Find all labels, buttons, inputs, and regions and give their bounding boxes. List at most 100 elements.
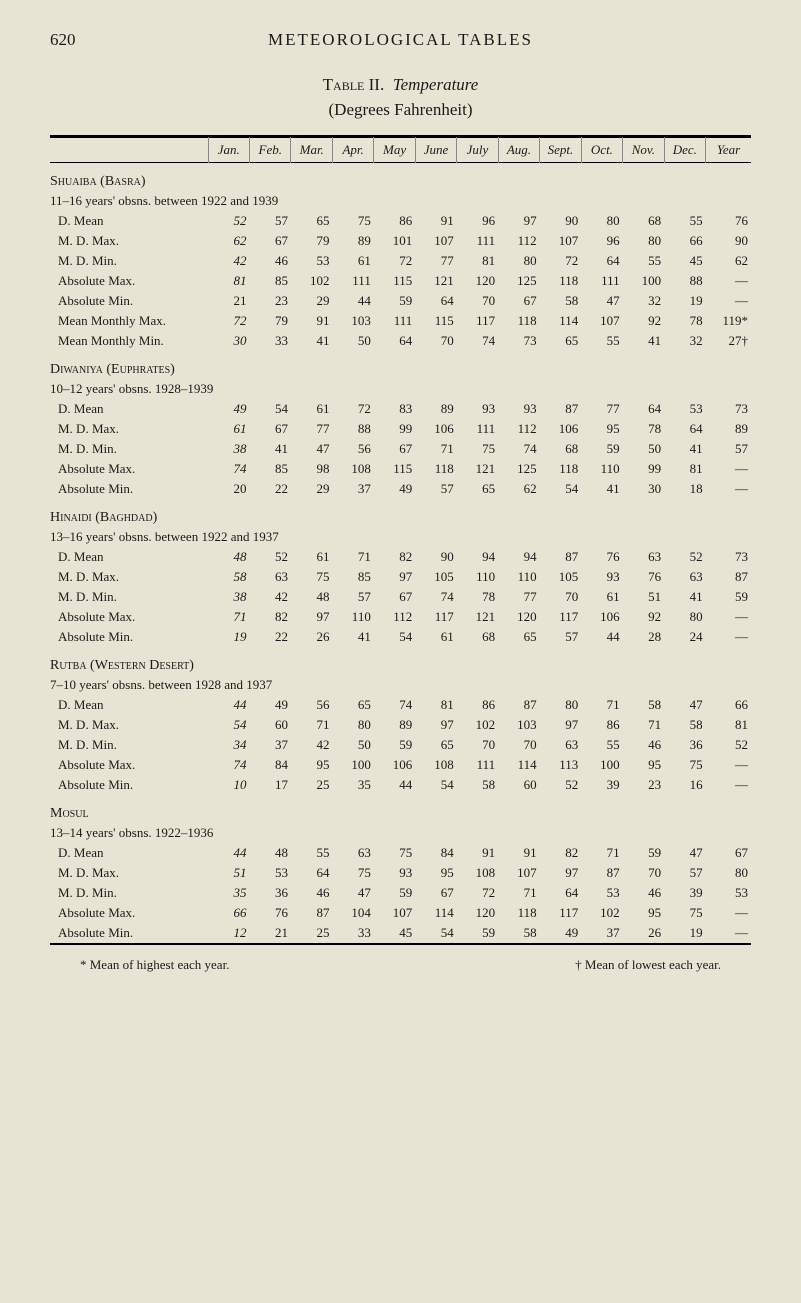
table-cell: 24 — [664, 627, 706, 647]
table-cell: 61 — [291, 399, 333, 419]
table-cell: 44 — [581, 627, 622, 647]
table-cell: 55 — [581, 331, 622, 351]
row-label: M. D. Max. — [50, 419, 208, 439]
table-cell: 59 — [374, 291, 415, 311]
table-cell: 86 — [457, 695, 498, 715]
table-cell: 67 — [374, 439, 415, 459]
table-cell: 20 — [208, 479, 249, 499]
table-cell: 107 — [374, 903, 415, 923]
section-subtitle: 13–16 years' obsns. between 1922 and 193… — [50, 527, 751, 547]
table-row: D. Mean52576575869196979080685576 — [50, 211, 751, 231]
table-cell: 72 — [457, 883, 498, 903]
table-cell: — — [706, 459, 751, 479]
section-title: Mosul — [50, 795, 751, 823]
table-cell: 52 — [208, 211, 249, 231]
section-subtitle-row: 13–14 years' obsns. 1922–1936 — [50, 823, 751, 843]
table-cell: 65 — [457, 479, 498, 499]
table-cell: 115 — [415, 311, 457, 331]
table-cell: 55 — [581, 735, 622, 755]
table-cell: 95 — [623, 755, 664, 775]
table-cell: 85 — [250, 271, 291, 291]
table-cell: — — [706, 627, 751, 647]
table-cell: 49 — [374, 479, 415, 499]
row-label: Absolute Max. — [50, 607, 208, 627]
table-cell: 50 — [332, 331, 373, 351]
table-cell: 99 — [374, 419, 415, 439]
table-cell: 108 — [415, 755, 457, 775]
table-cell: 26 — [291, 627, 333, 647]
table-cell: 102 — [581, 903, 622, 923]
table-cell: 86 — [581, 715, 622, 735]
table-cell: 80 — [540, 695, 582, 715]
table-cell: 12 — [208, 923, 249, 943]
table-cell: 21 — [250, 923, 291, 943]
table-cell: 114 — [498, 755, 540, 775]
table-cell: 64 — [623, 399, 664, 419]
table-cell: 44 — [332, 291, 373, 311]
table-cell: 48 — [250, 843, 291, 863]
table-cell: 41 — [623, 331, 664, 351]
row-label: D. Mean — [50, 211, 208, 231]
row-label: Absolute Max. — [50, 755, 208, 775]
table-cell: 88 — [664, 271, 706, 291]
table-cell: 65 — [415, 735, 457, 755]
table-row: Absolute Min.192226415461686557442824— — [50, 627, 751, 647]
table-cell: 41 — [250, 439, 291, 459]
table-cell: 42 — [250, 587, 291, 607]
row-label: M. D. Min. — [50, 883, 208, 903]
table-cell: 98 — [291, 459, 333, 479]
table-cell: 53 — [706, 883, 751, 903]
table-cell: 82 — [540, 843, 582, 863]
table-cell: 117 — [540, 607, 582, 627]
section-title-row: Mosul — [50, 795, 751, 823]
table-cell: 19 — [208, 627, 249, 647]
table-cell: 57 — [706, 439, 751, 459]
table-cell: 112 — [498, 231, 540, 251]
table-cell: 121 — [457, 459, 498, 479]
table-cell: 119* — [706, 311, 751, 331]
table-cell: 66 — [208, 903, 249, 923]
table-cell: 90 — [540, 211, 582, 231]
table-cell: — — [706, 903, 751, 923]
table-row: M. D. Min.34374250596570706355463652 — [50, 735, 751, 755]
table-cell: 97 — [415, 715, 457, 735]
table-cell: 87 — [291, 903, 333, 923]
section-title: Rutba (Western Desert) — [50, 647, 751, 675]
table-cell: 125 — [498, 271, 540, 291]
table-cell: 10 — [208, 775, 249, 795]
table-subtitle: (Degrees Fahrenheit) — [50, 100, 751, 120]
table-row: Absolute Min.202229374957656254413018— — [50, 479, 751, 499]
table-row: Absolute Max.718297110112117121120117106… — [50, 607, 751, 627]
table-cell: 58 — [540, 291, 582, 311]
table-cell: 54 — [415, 923, 457, 943]
table-cell: 47 — [664, 843, 706, 863]
table-cell: 37 — [581, 923, 622, 943]
table-cell: 106 — [581, 607, 622, 627]
column-header: Mar. — [291, 138, 333, 163]
table-row: M. D. Min.38414756677175746859504157 — [50, 439, 751, 459]
table-cell: 90 — [706, 231, 751, 251]
table-cell: 44 — [208, 695, 249, 715]
table-cell: 106 — [540, 419, 582, 439]
table-cell: — — [706, 291, 751, 311]
table-row: Absolute Min.212329445964706758473219— — [50, 291, 751, 311]
table-cell: 46 — [250, 251, 291, 271]
table-cell: 76 — [250, 903, 291, 923]
table-cell: 78 — [623, 419, 664, 439]
table-cell: 97 — [540, 863, 582, 883]
table-cell: 79 — [250, 311, 291, 331]
table-cell: 78 — [457, 587, 498, 607]
table-cell: 54 — [374, 627, 415, 647]
table-cell: 68 — [457, 627, 498, 647]
table-cell: 99 — [623, 459, 664, 479]
table-cell: 74 — [208, 459, 249, 479]
table-cell: 38 — [208, 587, 249, 607]
table-cell: — — [706, 271, 751, 291]
table-cell: 105 — [540, 567, 582, 587]
table-row: M. D. Max.616777889910611111210695786489 — [50, 419, 751, 439]
table-cell: 53 — [250, 863, 291, 883]
table-cell: 42 — [208, 251, 249, 271]
table-cell: 106 — [415, 419, 457, 439]
table-cell: 71 — [623, 715, 664, 735]
table-cell: 32 — [623, 291, 664, 311]
